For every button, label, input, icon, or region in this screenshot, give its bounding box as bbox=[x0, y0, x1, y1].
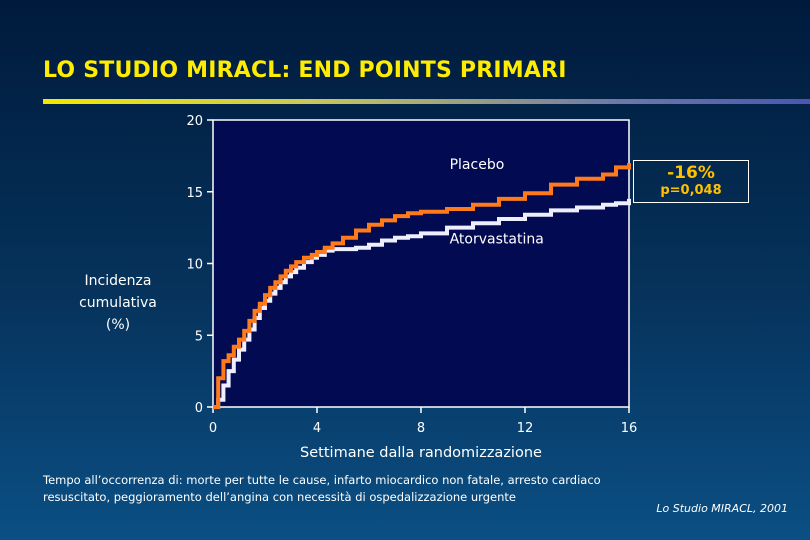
y-axis: 0 5 10 15 20 bbox=[186, 114, 213, 416]
y-tick-label: 20 bbox=[186, 114, 203, 129]
risk-reduction-percent: -16% bbox=[667, 163, 715, 183]
x-tick-label: 16 bbox=[621, 421, 638, 436]
y-axis-label-line-3: (%) bbox=[105, 317, 131, 333]
placebo-line bbox=[213, 163, 631, 409]
endpoint-footnote: Tempo all’occorrenza di: morte per tutte… bbox=[43, 472, 663, 506]
footnote-line-1: Tempo all’occorrenza di: morte per tutte… bbox=[43, 473, 601, 487]
y-axis-label-line-2: cumulativa bbox=[79, 295, 157, 311]
risk-reduction-box: -16% p=0,048 bbox=[633, 160, 749, 203]
x-tick-label: 4 bbox=[313, 421, 321, 436]
footnote-line-2: resuscitato, peggioramento dell’angina c… bbox=[43, 490, 516, 504]
p-value: p=0,048 bbox=[660, 183, 722, 198]
x-tick-label: 12 bbox=[517, 421, 534, 436]
x-axis: 0 4 8 12 16 bbox=[209, 407, 637, 436]
y-tick-label: 10 bbox=[186, 258, 203, 273]
y-tick-label: 0 bbox=[195, 401, 203, 416]
x-axis-title: Settimane dalla randomizzazione bbox=[300, 445, 542, 461]
series-layer bbox=[213, 163, 631, 409]
placebo-label: Placebo bbox=[450, 157, 505, 173]
y-tick-label: 15 bbox=[186, 186, 203, 201]
y-tick-label: 5 bbox=[195, 329, 203, 344]
y-axis-label-line-1: Incidenza bbox=[84, 273, 152, 289]
title-underline bbox=[43, 99, 810, 104]
atorvastatina-label: Atorvastatina bbox=[450, 231, 544, 247]
y-axis-label: Incidenza cumulativa (%) bbox=[60, 270, 176, 336]
plot-area bbox=[212, 119, 630, 408]
source-citation: Lo Studio MIRACL, 2001 bbox=[656, 502, 788, 515]
annotation-layer: Placebo Atorvastatina bbox=[450, 157, 544, 248]
x-tick-label: 8 bbox=[417, 421, 425, 436]
slide-title: LO STUDIO MIRACL: END POINTS PRIMARI bbox=[43, 58, 567, 83]
x-tick-label: 0 bbox=[209, 421, 217, 436]
